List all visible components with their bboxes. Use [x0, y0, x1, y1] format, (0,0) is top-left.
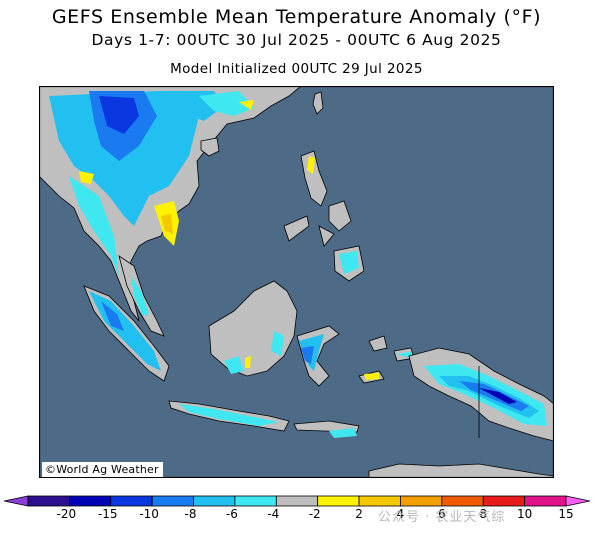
scale-swatch — [441, 495, 484, 507]
scale-arrow-high — [565, 495, 590, 507]
scale-swatch — [317, 495, 360, 507]
scale-label: 4 — [396, 507, 405, 521]
scale-label: -4 — [267, 507, 280, 521]
scale-swatch — [358, 495, 401, 507]
moluccas — [368, 335, 388, 352]
scale-label: -10 — [139, 507, 159, 521]
scale-label: 2 — [355, 507, 363, 521]
scale-swatch — [275, 495, 319, 507]
credit-label: ©World Ag Weather — [42, 462, 163, 477]
java — [168, 400, 290, 432]
scale-label: -8 — [184, 507, 197, 521]
scale-swatch — [151, 495, 194, 507]
scale-label: -15 — [97, 507, 118, 521]
scale-swatch — [110, 495, 153, 507]
scale-label: -20 — [56, 507, 77, 521]
lesser-sunda-islands — [293, 420, 360, 433]
scale-label: 6 — [438, 507, 446, 521]
watermark: 公众号 · 农业天气综 — [378, 510, 506, 525]
scale-swatch — [400, 495, 443, 507]
scale-swatch — [193, 495, 236, 507]
chart-title: GEFS Ensemble Mean Temperature Anomaly (… — [51, 6, 542, 28]
color-scale-bar — [4, 495, 590, 507]
philippines — [283, 150, 365, 282]
taiwan — [312, 91, 324, 115]
mainland-southeast-asia — [39, 86, 302, 322]
scale-label: -6 — [225, 507, 238, 521]
color-scale-labels: -20-15-10-8-6-4-22468101520 — [0, 507, 593, 527]
scale-swatch — [234, 495, 277, 507]
date-range-subtitle: Days 1-7: 00UTC 30 Jul 2025 - 00UTC 6 Au… — [91, 31, 502, 49]
new-guinea — [408, 347, 554, 442]
scale-swatch — [27, 495, 70, 507]
anomaly-map — [39, 86, 554, 478]
scale-label: 10 — [516, 507, 533, 521]
scale-label: 8 — [479, 507, 488, 521]
model-init-line: Model Initialized 00UTC 29 Jul 2025 — [170, 61, 423, 77]
scale-swatch — [68, 495, 112, 507]
scale-arrow-low — [4, 495, 29, 507]
hainan — [200, 137, 220, 157]
scale-label: 15 — [558, 507, 574, 521]
northern-australia — [368, 463, 554, 478]
scale-swatch — [524, 495, 567, 507]
sumatra — [83, 285, 170, 382]
scale-label: -2 — [308, 507, 321, 521]
borneo — [208, 280, 298, 377]
scale-swatch — [482, 495, 526, 507]
sulawesi — [296, 325, 340, 387]
